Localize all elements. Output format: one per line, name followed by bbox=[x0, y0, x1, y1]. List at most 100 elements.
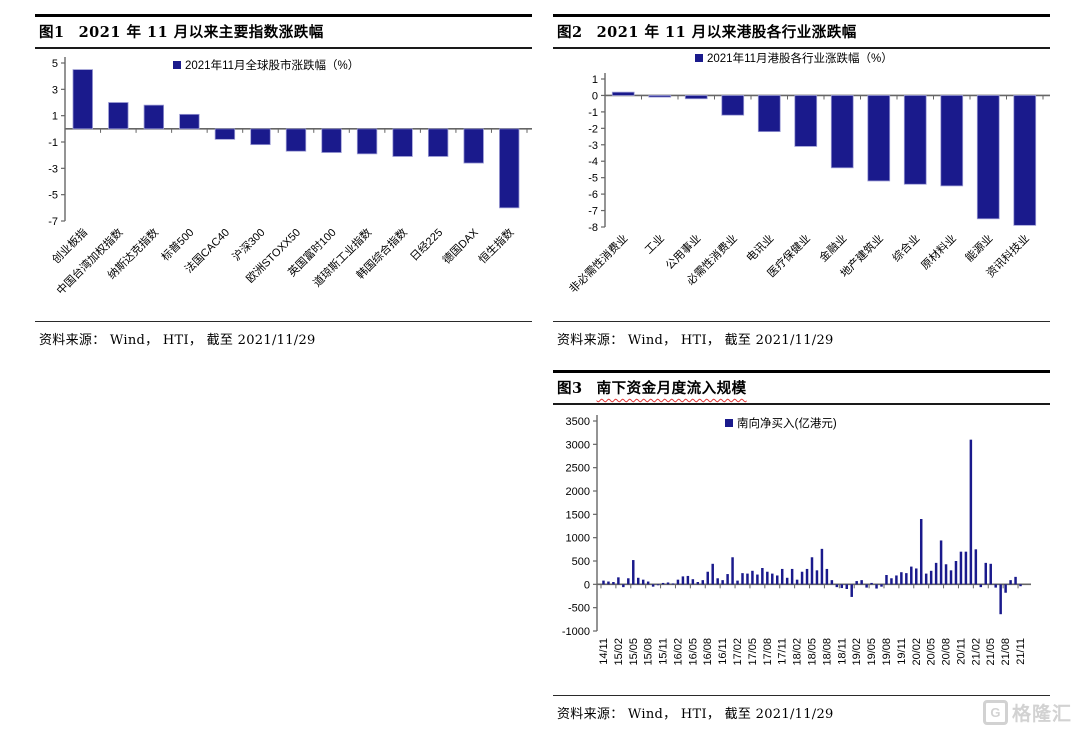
svg-text:标普500: 标普500 bbox=[158, 225, 196, 263]
southbound-flows-bar-chart: 3500 3000 2500 2000 1500 1000 500 0 -500 -1000 14/… bbox=[562, 415, 1031, 666]
svg-text:15/02: 15/02 bbox=[613, 638, 625, 666]
svg-text:-7: -7 bbox=[48, 216, 58, 228]
svg-text:-5: -5 bbox=[48, 190, 58, 202]
source-note: 资料来源： Wind， HTI， 截至 2021/11/29 bbox=[39, 333, 316, 348]
svg-text:-6: -6 bbox=[588, 189, 598, 201]
svg-text:-1: -1 bbox=[48, 137, 58, 149]
svg-text:21/08: 21/08 bbox=[1000, 638, 1012, 666]
svg-text:-8: -8 bbox=[588, 222, 598, 234]
svg-text:17/08: 17/08 bbox=[762, 638, 774, 666]
svg-text:-3: -3 bbox=[48, 163, 58, 175]
svg-text:19/05: 19/05 bbox=[866, 638, 878, 666]
svg-text:20/02: 20/02 bbox=[911, 638, 923, 666]
svg-text:20/05: 20/05 bbox=[926, 638, 938, 666]
panel-bottom-divider bbox=[553, 321, 1050, 322]
svg-text:21/05: 21/05 bbox=[985, 638, 997, 666]
svg-text:-1000: -1000 bbox=[562, 626, 590, 638]
svg-text:-500: -500 bbox=[568, 603, 590, 615]
svg-text:南向净买入(亿港元): 南向净买入(亿港元) bbox=[737, 416, 837, 430]
svg-text:-7: -7 bbox=[588, 206, 598, 218]
svg-text:19/02: 19/02 bbox=[851, 638, 863, 666]
svg-text:20/08: 20/08 bbox=[941, 638, 953, 666]
svg-text:15/08: 15/08 bbox=[643, 638, 655, 666]
figure-title-text: 2021 年 11 月以来港股各行业涨跌幅 bbox=[596, 24, 857, 41]
svg-text:0: 0 bbox=[592, 90, 598, 102]
figure-panel-1: 图1 2021 年 11 月以来主要指数涨跌幅 5 3 1 -1 -3 -5 -7 创业板指 中国… bbox=[35, 14, 532, 354]
svg-text:能源业: 能源业 bbox=[962, 231, 995, 264]
figure-panel-3: 图3 南下资金月度流入规模 3500 3000 2500 2000 1500 1000 500… bbox=[553, 370, 1050, 728]
title-divider bbox=[553, 403, 1050, 405]
svg-text:1500: 1500 bbox=[566, 509, 590, 521]
figure-number: 图3 bbox=[557, 380, 583, 397]
figure-1-title: 图1 2021 年 11 月以来主要指数涨跌幅 bbox=[35, 17, 532, 46]
svg-text:500: 500 bbox=[572, 556, 590, 568]
svg-text:原材料业: 原材料业 bbox=[918, 231, 959, 272]
svg-text:16/08: 16/08 bbox=[702, 638, 714, 666]
svg-text:2500: 2500 bbox=[566, 463, 590, 475]
figure-2-title: 图2 2021 年 11 月以来港股各行业涨跌幅 bbox=[553, 17, 1050, 46]
svg-text:19/08: 19/08 bbox=[881, 638, 893, 666]
svg-text:2021年11月港股各行业涨跌幅（%）: 2021年11月港股各行业涨跌幅（%） bbox=[707, 51, 893, 65]
svg-text:1: 1 bbox=[592, 74, 598, 86]
svg-text:5: 5 bbox=[52, 58, 58, 70]
panel-top-divider bbox=[35, 14, 532, 17]
svg-text:沪深300: 沪深300 bbox=[229, 225, 267, 263]
svg-text:工业: 工业 bbox=[642, 232, 667, 257]
svg-text:-5: -5 bbox=[588, 173, 598, 185]
svg-text:3: 3 bbox=[52, 84, 58, 96]
svg-text:-2: -2 bbox=[588, 123, 598, 135]
svg-text:17/11: 17/11 bbox=[777, 638, 789, 665]
svg-text:21/11: 21/11 bbox=[1015, 638, 1027, 665]
figure-panel-2: 图2 2021 年 11 月以来港股各行业涨跌幅 1 0 -1 -2 -3 -4 -5 -6 -7… bbox=[553, 14, 1050, 354]
title-divider bbox=[35, 47, 532, 49]
figure-number: 图1 bbox=[39, 24, 65, 41]
svg-text:德国DAX: 德国DAX bbox=[439, 225, 481, 267]
source-note: 资料来源： Wind， HTI， 截至 2021/11/29 bbox=[557, 707, 834, 722]
svg-text:-3: -3 bbox=[588, 140, 598, 152]
source-note: 资料来源： Wind， HTI， 截至 2021/11/29 bbox=[557, 333, 834, 348]
svg-text:综合业: 综合业 bbox=[889, 231, 922, 264]
svg-text:非必需性消费业: 非必需性消费业 bbox=[566, 231, 630, 295]
watermark: G 格隆汇 bbox=[982, 699, 1072, 726]
panel-bottom-divider bbox=[553, 695, 1050, 696]
svg-text:16/02: 16/02 bbox=[672, 638, 684, 666]
svg-text:16/11: 16/11 bbox=[717, 638, 729, 665]
svg-text:17/05: 17/05 bbox=[747, 638, 759, 666]
svg-text:-1: -1 bbox=[588, 107, 598, 119]
global-indices-bar-chart: 531-1-3-5-7创业板指中国台湾加权指数纳斯达克指数标普500法国CAC4… bbox=[48, 57, 532, 297]
figure-number: 图2 bbox=[557, 24, 583, 41]
svg-text:18/08: 18/08 bbox=[821, 638, 833, 666]
svg-text:15/05: 15/05 bbox=[628, 638, 640, 666]
gelonghui-logo-icon: G bbox=[982, 700, 1008, 725]
svg-text:14/11: 14/11 bbox=[598, 638, 610, 665]
svg-text:19/11: 19/11 bbox=[896, 638, 908, 665]
svg-text:电讯业: 电讯业 bbox=[744, 232, 777, 265]
svg-text:18/05: 18/05 bbox=[807, 638, 819, 666]
figure-title-text: 2021 年 11 月以来主要指数涨跌幅 bbox=[78, 24, 324, 41]
svg-text:2000: 2000 bbox=[566, 486, 590, 498]
svg-text:18/11: 18/11 bbox=[836, 638, 848, 665]
svg-text:18/02: 18/02 bbox=[792, 638, 804, 666]
svg-text:3500: 3500 bbox=[566, 416, 590, 428]
svg-text:恒生指数: 恒生指数 bbox=[475, 225, 516, 266]
svg-text:20/11: 20/11 bbox=[955, 638, 967, 665]
panel-top-divider bbox=[553, 14, 1050, 17]
svg-text:1: 1 bbox=[52, 111, 58, 123]
svg-text:中国台湾加权指数: 中国台湾加权指数 bbox=[53, 225, 125, 297]
panel-top-divider bbox=[553, 370, 1050, 373]
figure-3-title: 图3 南下资金月度流入规模 bbox=[553, 373, 1050, 402]
svg-text:金融业: 金融业 bbox=[816, 231, 849, 264]
watermark-text: 格隆汇 bbox=[1011, 703, 1072, 725]
svg-text:0: 0 bbox=[584, 579, 590, 591]
figure-title-text: 南下资金月度流入规模 bbox=[596, 380, 747, 397]
svg-text:-4: -4 bbox=[588, 156, 598, 168]
svg-text:3000: 3000 bbox=[566, 439, 590, 451]
svg-text:21/02: 21/02 bbox=[970, 638, 982, 666]
svg-text:2021年11月全球股市涨跌幅（%）: 2021年11月全球股市涨跌幅（%） bbox=[185, 58, 359, 72]
svg-text:1000: 1000 bbox=[566, 533, 590, 545]
svg-text:15/11: 15/11 bbox=[658, 638, 670, 665]
title-divider bbox=[553, 47, 1050, 49]
svg-text:16/05: 16/05 bbox=[687, 638, 699, 666]
